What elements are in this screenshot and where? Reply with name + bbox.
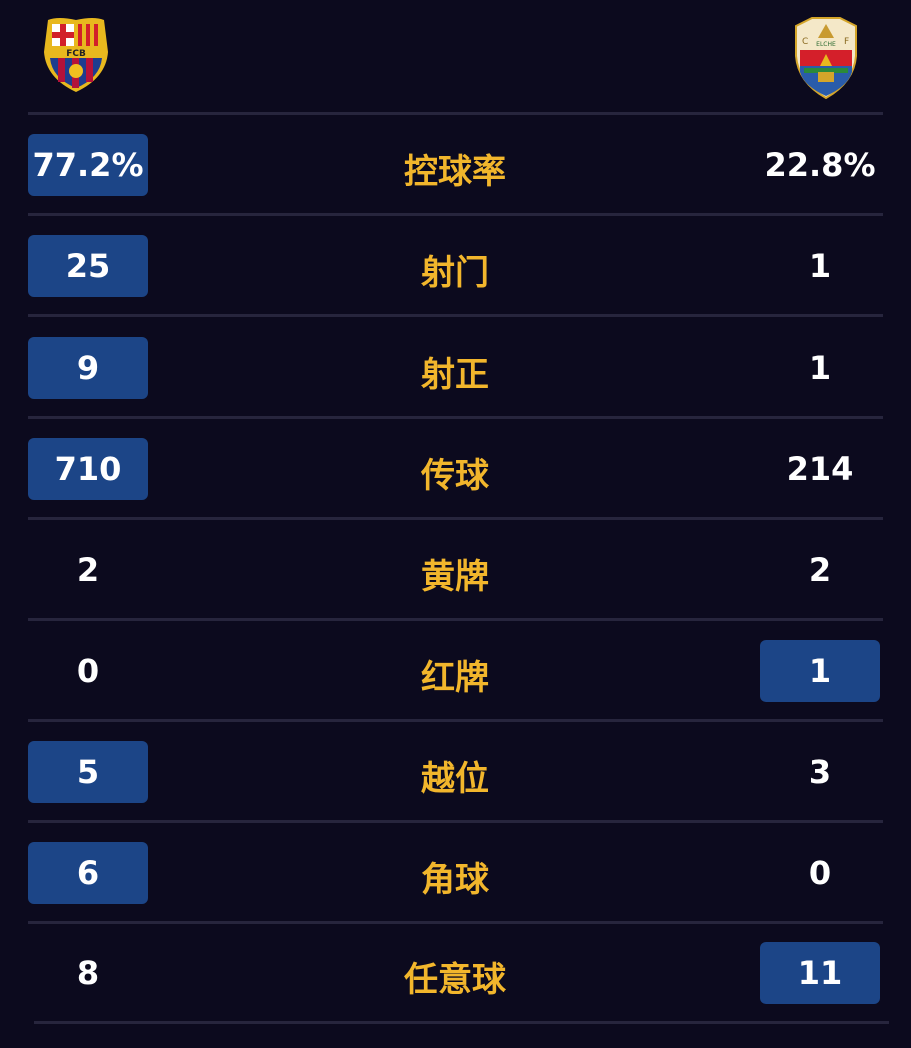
divider (28, 213, 883, 216)
away-value: 22.8% (764, 146, 876, 184)
away-value: 2 (808, 551, 832, 589)
stat-label: 传球 (421, 456, 489, 496)
away-value: 0 (808, 854, 832, 892)
stat-row: 0 红牌 1 (0, 620, 911, 720)
divider (28, 921, 883, 924)
svg-text:FCB: FCB (66, 49, 86, 59)
home-value: 9 (28, 337, 148, 399)
home-value: 8 (76, 954, 100, 992)
divider (28, 517, 883, 520)
svg-text:F: F (844, 37, 849, 47)
stat-row: 25 射门 1 (0, 215, 911, 315)
away-value: 1 (760, 640, 880, 702)
stat-row: 6 角球 0 (0, 822, 911, 922)
stat-label: 控球率 (404, 152, 506, 192)
stat-row: 2 黄牌 2 (0, 519, 911, 619)
home-value: 5 (28, 741, 148, 803)
home-value: 710 (28, 438, 148, 500)
divider (34, 1021, 889, 1024)
divider (28, 618, 883, 621)
stat-label: 黄牌 (421, 557, 489, 597)
home-value: 6 (28, 842, 148, 904)
stat-row: 8 任意球 11 (0, 922, 911, 1022)
home-value: 77.2% (28, 134, 148, 196)
home-value: 0 (76, 652, 100, 690)
divider (28, 719, 883, 722)
away-value: 11 (760, 942, 880, 1004)
away-value: 3 (808, 753, 832, 791)
svg-text:C: C (802, 37, 808, 47)
svg-text:ELCHE: ELCHE (816, 41, 836, 48)
divider (28, 314, 883, 317)
home-value: 25 (28, 235, 148, 297)
stat-label: 越位 (421, 759, 489, 799)
divider (28, 112, 883, 115)
away-value: 1 (808, 349, 832, 387)
elche-cf-crest-icon: C F ELCHE (795, 17, 857, 100)
home-value: 2 (76, 551, 100, 589)
stat-row: 77.2% 控球率 22.8% (0, 114, 911, 214)
away-value: 1 (808, 247, 832, 285)
away-value: 214 (786, 450, 854, 488)
fc-barcelona-crest-icon: FCB (44, 18, 108, 92)
stat-label: 射门 (421, 253, 489, 293)
divider (28, 820, 883, 823)
stat-row: 5 越位 3 (0, 721, 911, 821)
stat-label: 射正 (421, 355, 489, 395)
stat-row: 710 传球 214 (0, 418, 911, 518)
divider (28, 416, 883, 419)
stat-row: 9 射正 1 (0, 317, 911, 417)
stat-label: 红牌 (421, 658, 489, 698)
stat-label: 角球 (421, 860, 489, 900)
stat-label: 任意球 (404, 960, 506, 1000)
